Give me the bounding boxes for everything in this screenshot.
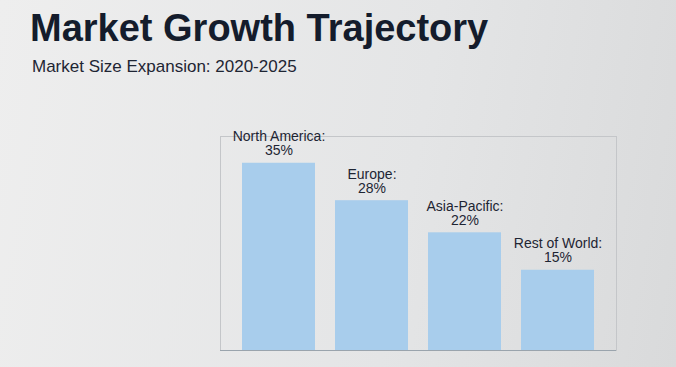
svg-text:Rest of World:15%: Rest of World:15% <box>514 235 602 265</box>
html-text:Market Growth Trajectory: Market Growth Trajectory <box>30 7 489 49</box>
svg-text:North America:35%: North America:35% <box>233 128 326 158</box>
html-text:Market Size Expansion: 2020-20: Market Size Expansion: 2020-2025 <box>32 57 297 76</box>
svg-text:Asia-Pacific:22%: Asia-Pacific:22% <box>426 198 503 228</box>
svg-text:Europe:28%: Europe:28% <box>347 166 396 196</box>
